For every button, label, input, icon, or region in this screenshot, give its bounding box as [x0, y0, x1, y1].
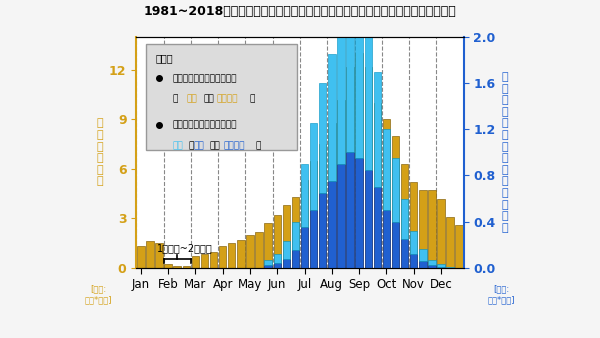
Bar: [182, 266, 190, 268]
Bar: [374, 103, 381, 268]
Text: ，看: ，看: [210, 141, 221, 150]
Bar: [137, 246, 145, 268]
Bar: [374, 187, 381, 268]
Bar: [337, 14, 344, 164]
Bar: [401, 239, 409, 268]
Bar: [164, 264, 172, 268]
Bar: [301, 164, 308, 227]
Text: 。: 。: [256, 141, 261, 150]
Bar: [265, 260, 272, 265]
Text: 1月下旬~2月下旬: 1月下旬~2月下旬: [157, 243, 213, 253]
Bar: [283, 205, 290, 268]
Bar: [410, 231, 418, 254]
Bar: [310, 210, 317, 268]
Text: [單位:
個數*日數]: [單位: 個數*日數]: [85, 284, 112, 304]
Bar: [274, 254, 281, 263]
Bar: [201, 254, 208, 268]
Bar: [355, 158, 363, 268]
Bar: [355, 2, 363, 158]
Bar: [392, 222, 399, 268]
Bar: [328, 123, 335, 268]
Bar: [319, 144, 326, 268]
Bar: [346, 0, 354, 152]
Y-axis label: 發
佈
海
上
、
陸
上
颱
風
警
報
的
日
數: 發 佈 海 上 、 陸 上 颱 風 警 報 的 日 數: [502, 72, 508, 233]
Bar: [446, 217, 454, 268]
Bar: [401, 164, 409, 268]
Text: 為: 為: [172, 95, 178, 104]
Bar: [383, 129, 390, 210]
Bar: [191, 256, 199, 268]
Text: 1981~2018年期間，旬平均的西北太平洋累積颱風日數、海上及陸上颱風警報日數: 1981~2018年期間，旬平均的西北太平洋累積颱風日數、海上及陸上颱風警報日數: [143, 5, 457, 18]
Bar: [319, 83, 326, 193]
Bar: [392, 158, 399, 222]
Text: ，看: ，看: [203, 95, 214, 104]
Bar: [256, 232, 263, 268]
Text: 淺藍: 淺藍: [172, 141, 183, 150]
Bar: [383, 119, 390, 268]
Bar: [437, 198, 445, 268]
Bar: [265, 265, 272, 268]
Bar: [365, 25, 372, 170]
Bar: [419, 249, 427, 261]
Bar: [301, 227, 308, 268]
Bar: [365, 170, 372, 268]
Bar: [228, 243, 235, 268]
Bar: [346, 152, 354, 268]
Bar: [246, 235, 254, 268]
Bar: [374, 72, 381, 187]
Text: 橙色: 橙色: [187, 95, 198, 104]
Text: 藍色: 藍色: [194, 141, 204, 150]
FancyBboxPatch shape: [146, 44, 297, 150]
Text: [單位:
次數*日數]: [單位: 次數*日數]: [488, 284, 515, 304]
Bar: [455, 225, 463, 268]
Bar: [319, 193, 326, 268]
Bar: [283, 259, 290, 268]
Bar: [437, 264, 445, 267]
Bar: [283, 241, 290, 259]
Bar: [365, 67, 372, 268]
Bar: [337, 100, 344, 268]
Bar: [146, 241, 154, 268]
Bar: [292, 250, 299, 268]
Bar: [383, 210, 390, 268]
Y-axis label: 累
積
颱
風
日
數: 累 積 颱 風 日 數: [97, 118, 103, 186]
Bar: [237, 240, 245, 268]
Bar: [310, 161, 317, 268]
Text: 右方縱軸: 右方縱軸: [223, 141, 245, 150]
Bar: [219, 246, 226, 268]
Text: 左方縱軸: 左方縱軸: [217, 95, 238, 104]
Text: 海上、陸上颱風警報分別是: 海上、陸上颱風警報分別是: [172, 120, 237, 129]
Bar: [328, 181, 335, 268]
Bar: [419, 190, 427, 268]
Bar: [428, 190, 436, 268]
Bar: [355, 53, 363, 268]
Bar: [301, 180, 308, 268]
Bar: [428, 265, 436, 268]
Bar: [173, 266, 181, 268]
Bar: [446, 267, 454, 268]
Bar: [210, 252, 217, 268]
Bar: [428, 260, 436, 265]
Bar: [292, 222, 299, 250]
Bar: [410, 182, 418, 268]
Bar: [392, 136, 399, 268]
Text: 、: 、: [188, 141, 194, 150]
Bar: [419, 261, 427, 268]
Text: 圖說：: 圖說：: [156, 53, 173, 63]
Bar: [437, 267, 445, 268]
Bar: [274, 215, 281, 268]
Bar: [337, 164, 344, 268]
Bar: [310, 123, 317, 210]
Bar: [401, 198, 409, 239]
Bar: [274, 263, 281, 268]
Bar: [155, 243, 163, 268]
Bar: [410, 254, 418, 268]
Bar: [328, 54, 335, 181]
Bar: [265, 223, 272, 268]
Bar: [292, 197, 299, 268]
Bar: [346, 67, 354, 268]
Text: 西北太平洋的累積颱風日數: 西北太平洋的累積颱風日數: [172, 74, 237, 83]
Text: 。: 。: [249, 95, 254, 104]
